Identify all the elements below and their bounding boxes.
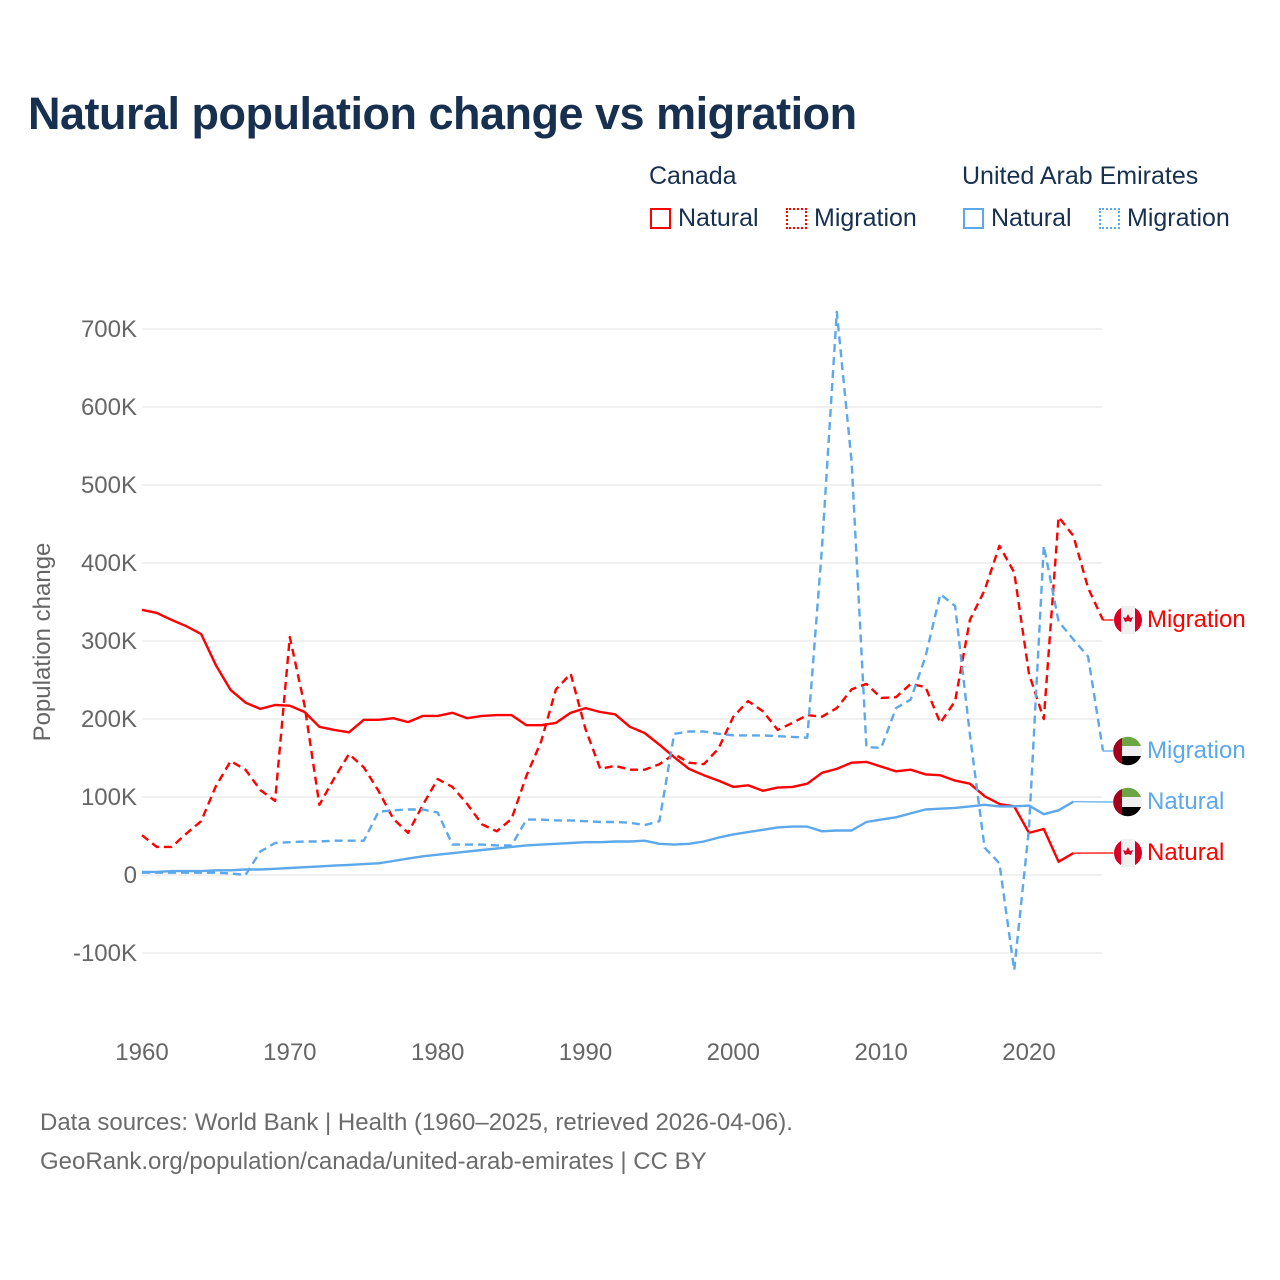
- end-label-uae-migration: Migration: [1113, 736, 1246, 766]
- canada-flag-icon: [1114, 839, 1142, 867]
- legend-group-title: Canada: [649, 162, 737, 190]
- svg-text:Migration: Migration: [1147, 606, 1246, 633]
- legend-swatch-dotted: [786, 208, 807, 229]
- y-tick-label: 600K: [81, 394, 137, 421]
- legend-item-canada-migration[interactable]: Migration: [786, 204, 917, 233]
- x-tick-label: 2020: [1002, 1039, 1055, 1066]
- y-tick-label: 200K: [81, 706, 137, 733]
- x-tick-label: 2010: [854, 1039, 907, 1066]
- end-label-canada-migration: Migration: [1114, 606, 1246, 634]
- y-axis-label: Population change: [29, 543, 56, 742]
- svg-text:Natural: Natural: [1147, 839, 1224, 866]
- x-tick-label: 1960: [115, 1039, 168, 1066]
- svg-text:Migration: Migration: [1147, 737, 1246, 764]
- legend-label: Migration: [814, 204, 917, 232]
- end-labels: Migration Migration Natural Natural: [1113, 606, 1246, 867]
- x-tick-label: 2000: [707, 1039, 760, 1066]
- series-lines: [141, 310, 1113, 972]
- footer-source: Data sources: World Bank | Health (1960–…: [40, 1109, 793, 1136]
- series-line-canada-natural: [141, 608, 1074, 863]
- series-line-canada-migration: [141, 515, 1104, 849]
- uae-flag-icon: [1113, 787, 1142, 817]
- legend-swatch-dotted: [1099, 208, 1120, 229]
- series-line-united-arab-emirates-natural: [142, 800, 1074, 874]
- end-label-canada-natural: Natural: [1114, 839, 1224, 867]
- legend-item-canada-natural[interactable]: Natural: [650, 204, 759, 233]
- y-tick-label: 300K: [81, 628, 137, 655]
- x-tick-label: 1970: [263, 1039, 316, 1066]
- x-axis-ticks: 1960 1970 1980 1990 2000 2010 2020: [115, 1039, 1055, 1066]
- x-tick-label: 1980: [411, 1039, 464, 1066]
- footer-link[interactable]: GeoRank.org/population/canada/united-ara…: [40, 1148, 707, 1175]
- series-line-united-arab-emirates-migration: [142, 310, 1105, 972]
- chart-title: Natural population change vs migration: [28, 88, 857, 139]
- end-label-uae-natural: Natural: [1113, 787, 1224, 817]
- legend-swatch-solid: [650, 208, 671, 229]
- y-axis-ticks: -100K 0 100K 200K 300K 400K 500K 600K 700K: [73, 316, 137, 967]
- legend-item-uae-natural[interactable]: Natural: [963, 204, 1072, 233]
- svg-text:Natural: Natural: [1147, 788, 1224, 815]
- y-tick-label: 500K: [81, 472, 137, 499]
- uae-flag-icon: [1113, 736, 1142, 766]
- legend-item-uae-migration[interactable]: Migration: [1099, 204, 1230, 233]
- y-tick-label: 700K: [81, 316, 137, 343]
- legend-swatch-solid: [963, 208, 984, 229]
- label-connector-united-arab-emirates-migration: [1102, 750, 1113, 752]
- legend-label: Migration: [1127, 204, 1230, 232]
- legend-label: Natural: [991, 204, 1072, 232]
- legend-label: Natural: [678, 204, 759, 232]
- y-tick-label: 0: [124, 862, 137, 889]
- legend-group-title: United Arab Emirates: [962, 162, 1199, 190]
- canada-flag-icon: [1114, 606, 1142, 634]
- y-tick-label: 100K: [81, 784, 137, 811]
- y-tick-label: 400K: [81, 550, 137, 577]
- gridlines: [142, 328, 1102, 954]
- y-tick-label: -100K: [73, 940, 137, 967]
- x-tick-label: 1990: [559, 1039, 612, 1066]
